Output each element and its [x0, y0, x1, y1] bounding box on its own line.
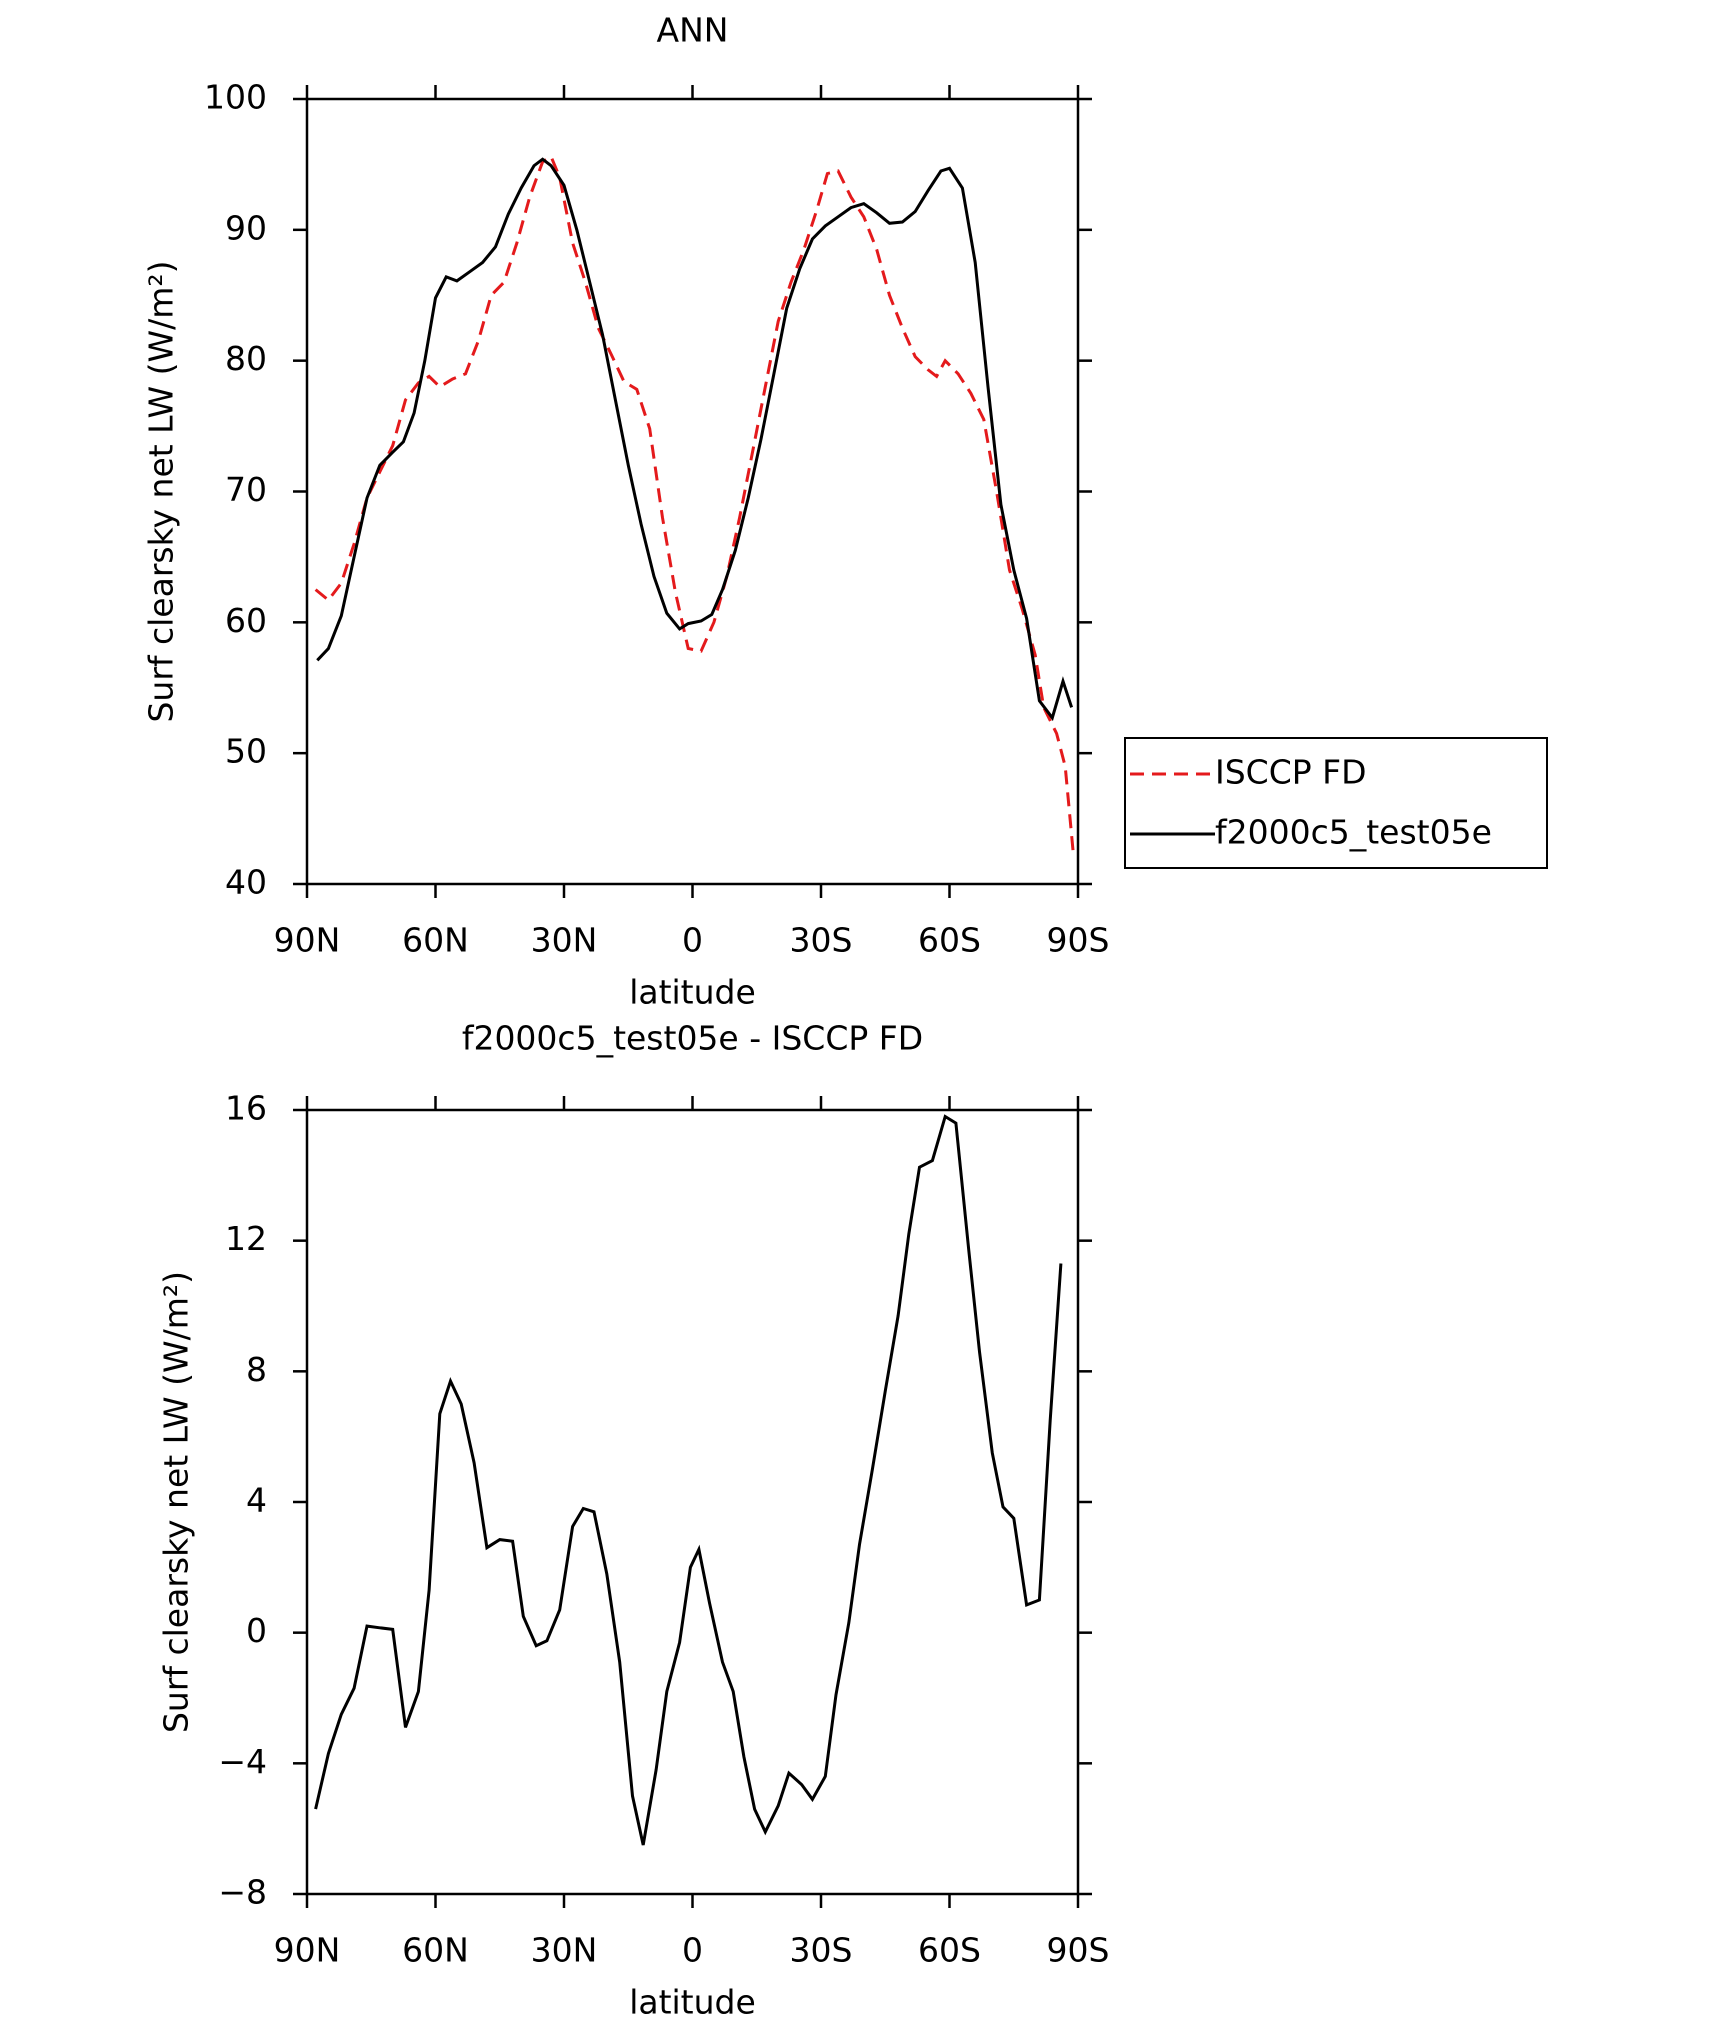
chart-title: ANN: [657, 11, 729, 50]
x-axis-label: latitude: [629, 1983, 756, 2021]
y-axis-label: Surf clearsky net LW (W/m²): [157, 1271, 196, 1733]
x-tick-label: 30S: [790, 1931, 853, 1970]
y-tick-label: 90: [225, 208, 267, 247]
y-tick-label: 60: [225, 601, 267, 640]
legend-label: f2000c5_test05e: [1215, 813, 1492, 852]
chart-title: f2000c5_test05e - ISCCP FD: [462, 1019, 923, 1058]
x-tick-label: 30S: [790, 921, 853, 960]
y-tick-label: −8: [218, 1873, 267, 1912]
y-tick-label: 8: [246, 1350, 267, 1389]
x-axis-label: latitude: [629, 973, 756, 1012]
series-line: [314, 1114, 1063, 1846]
legend-box: [1124, 737, 1548, 869]
series-line: [316, 157, 1074, 722]
plot-frame: [305, 97, 1080, 886]
x-tick-label: 90S: [1047, 921, 1110, 960]
x-tick-label: 60N: [402, 1931, 469, 1970]
series-line: [314, 154, 1076, 858]
legend-label: ISCCP FD: [1215, 753, 1367, 792]
x-tick-label: 90N: [274, 921, 341, 960]
y-tick-label: 0: [246, 1611, 267, 1650]
y-tick-label: 12: [225, 1219, 267, 1258]
y-axis-label: Surf clearsky net LW (W/m²): [142, 260, 181, 722]
x-tick-label: 30N: [531, 1931, 598, 1970]
x-tick-label: 30N: [531, 921, 598, 960]
y-tick-label: −4: [218, 1742, 267, 1781]
x-tick-label: 90N: [274, 1931, 341, 1970]
x-tick-label: 60S: [918, 1931, 981, 1970]
y-tick-label: 50: [225, 732, 267, 771]
y-tick-label: 16: [225, 1089, 267, 1128]
x-tick-label: 0: [682, 921, 703, 960]
y-tick-label: 100: [204, 78, 267, 117]
y-tick-label: 4: [246, 1481, 267, 1520]
x-tick-label: 60S: [918, 921, 981, 960]
y-tick-label: 80: [225, 339, 267, 378]
x-tick-label: 0: [682, 1931, 703, 1970]
y-tick-label: 40: [225, 863, 267, 902]
x-tick-label: 90S: [1047, 1931, 1110, 1970]
plot-frame: [305, 1108, 1080, 1896]
x-tick-label: 60N: [402, 921, 469, 960]
y-tick-label: 70: [225, 470, 267, 509]
